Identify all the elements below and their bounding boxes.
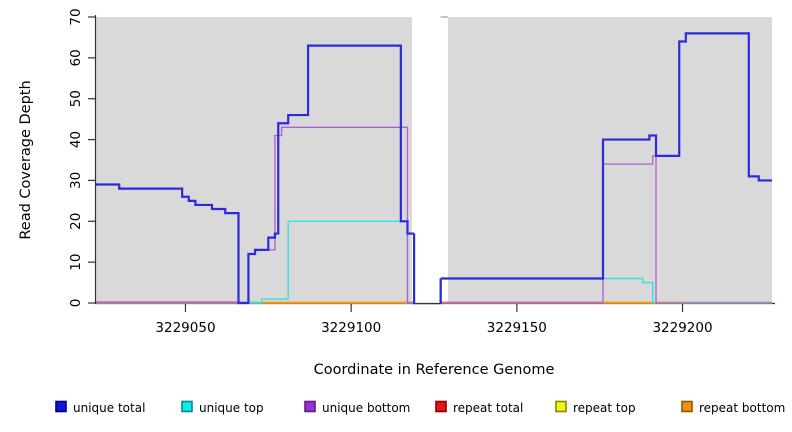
series-unique-total: [96, 32, 772, 305]
y-tick-label: 70: [68, 8, 84, 25]
gap-mask: [414, 16, 441, 303]
legend-label: unique top: [199, 401, 264, 415]
legend-swatch: [181, 400, 193, 413]
x-axis-tick-labels: 3229050 3229100 3229150 3229200: [155, 320, 712, 336]
legend-label: repeat bottom: [699, 401, 785, 415]
legend-swatch: [681, 400, 693, 413]
x-tick-label: 3229150: [487, 320, 547, 336]
legend-item-repeat-top[interactable]: repeat top: [555, 400, 636, 415]
legend-label: unique bottom: [322, 401, 410, 415]
legend-swatch: [55, 400, 67, 413]
legend-item-unique-bottom[interactable]: unique bottom: [304, 400, 410, 415]
legend-label: repeat top: [573, 401, 636, 415]
series-unique-total-gap-edges: [413, 233, 442, 303]
x-tick-label: 3229050: [155, 320, 215, 336]
legend-swatch: [555, 400, 567, 413]
x-axis-ticks: [184, 304, 684, 312]
y-tick-label: 30: [68, 172, 84, 189]
x-tick-label: 3229200: [652, 320, 712, 336]
legend-item-repeat-bottom[interactable]: repeat bottom: [681, 400, 785, 415]
y-tick-label: 20: [68, 213, 84, 230]
plot-background-right: [448, 17, 772, 303]
x-axis-title: Coordinate in Reference Genome: [314, 362, 555, 378]
legend-swatch: [435, 400, 447, 413]
y-tick-label: 10: [68, 254, 84, 271]
legend-swatch: [304, 400, 316, 413]
plot-background-left: [96, 17, 412, 303]
legend-item-unique-total[interactable]: unique total: [55, 400, 145, 415]
x-tick-label: 3229100: [321, 320, 381, 336]
y-tick-label: 40: [68, 131, 84, 148]
y-tick-label: 0: [68, 299, 84, 308]
y-axis-title: Read Coverage Depth: [18, 80, 34, 239]
y-tick-label: 50: [68, 90, 84, 107]
legend-item-unique-top[interactable]: unique top: [181, 400, 264, 415]
legend-label: unique total: [73, 401, 145, 415]
y-axis-ticks: [88, 16, 95, 304]
legend-item-repeat-total[interactable]: repeat total: [435, 400, 523, 415]
y-tick-label: 60: [68, 49, 84, 66]
legend-label: repeat total: [453, 401, 523, 415]
chart-legend: unique total unique top unique bottom repea…: [55, 400, 785, 415]
y-axis-tick-labels: 0 10 20 30 40 50 60 70: [68, 8, 84, 307]
